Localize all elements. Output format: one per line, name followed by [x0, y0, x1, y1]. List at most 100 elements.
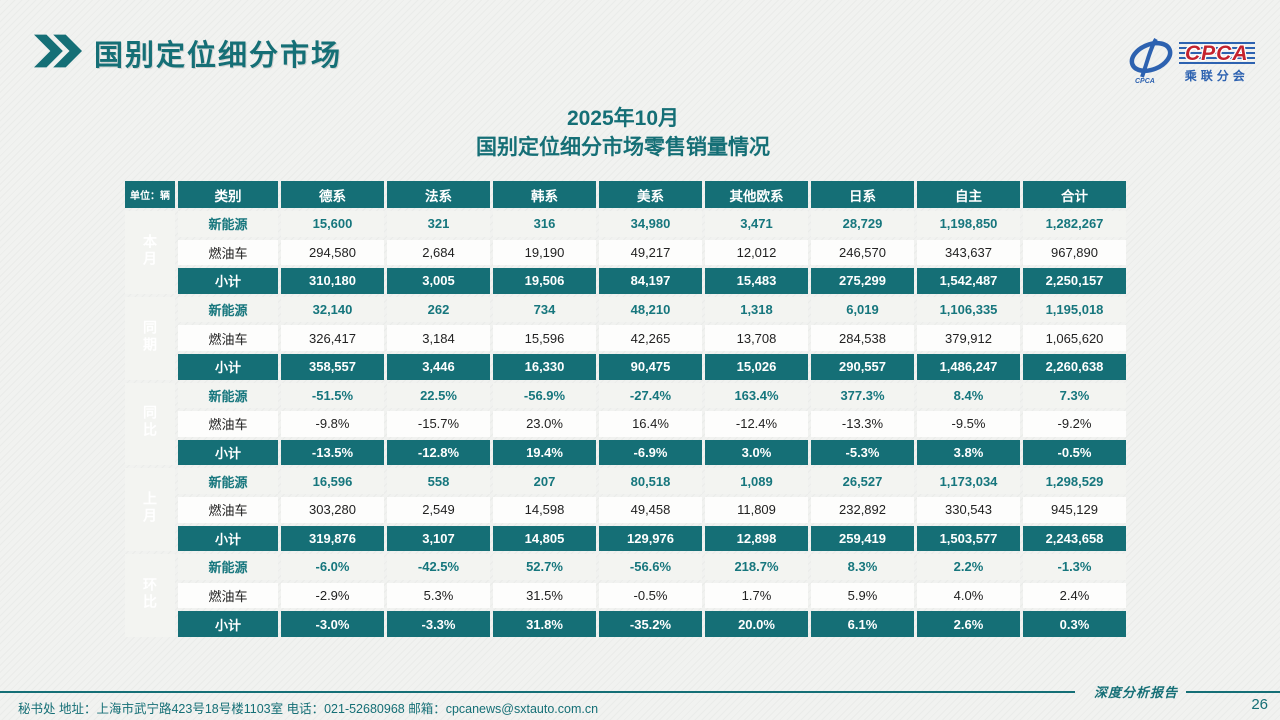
cpca-logo: CPCA CPCA 乘联分会 — [1128, 36, 1255, 89]
table-cell: 8.3% — [811, 554, 914, 580]
table-cell: 207 — [493, 468, 596, 494]
column-header: 日系 — [811, 181, 914, 208]
table-cell: -0.5% — [599, 582, 702, 609]
table-cell: 13,708 — [705, 325, 808, 351]
slide-header: 国别定位细分市场 — [34, 32, 342, 74]
table-cell: 2,684 — [387, 239, 490, 266]
table-row: 环比 新能源 -6.0% -42.5% 52.7% -56.6% 218.7% 8.3% 2.2… — [125, 554, 1126, 637]
row-group-label-cell: 同期 — [125, 296, 175, 380]
table-cell: 310,180 — [281, 268, 384, 294]
table-cell: 3,471 — [705, 211, 808, 237]
table-cell: 1,282,267 — [1023, 211, 1126, 237]
table-cell: 42,265 — [599, 325, 702, 351]
cpca-emblem-icon: CPCA — [1128, 36, 1174, 89]
table-cell: 48,210 — [599, 296, 702, 323]
table-cell: 11,809 — [705, 496, 808, 523]
table-cell: 12,012 — [705, 239, 808, 266]
table-cell: 1,542,487 — [917, 268, 1020, 294]
table-cell: 284,538 — [811, 325, 914, 351]
table-row: 上月 新能源 16,596 558 207 80,518 1,089 26,527 1,173,… — [125, 468, 1126, 552]
double-chevron-icon — [34, 34, 82, 73]
table-cell: 15,026 — [705, 353, 808, 380]
footer-divider-right — [1186, 691, 1280, 693]
category-cell: 小计 — [178, 353, 278, 380]
row-group-label: 环比 — [142, 577, 158, 612]
table-cell: 321 — [387, 211, 490, 237]
table-cell: 1,318 — [705, 296, 808, 323]
table-cell: 343,637 — [917, 239, 1020, 266]
table-cell: 3,005 — [387, 268, 490, 294]
page-title: 国别定位细分市场 — [94, 40, 343, 72]
column-header: 法系 — [387, 181, 490, 208]
row-group-label: 同期 — [142, 319, 158, 354]
table-cell: -9.2% — [1023, 411, 1126, 437]
table-row: 燃油车 -2.9% 5.3% 31.5% -0.5% 1.7% 5.9% 4.0% 2.4% — [125, 582, 1126, 609]
table-cell: -9.5% — [917, 411, 1020, 437]
table-cell: 290,557 — [811, 353, 914, 380]
table-cell: 14,805 — [493, 525, 596, 552]
table-cell: 558 — [387, 468, 490, 494]
column-header: 美系 — [599, 181, 702, 208]
table-cell: 3,107 — [387, 525, 490, 552]
table-row: 燃油车 294,580 2,684 19,190 49,217 12,012 246,570… — [125, 239, 1126, 266]
table-cell: 1.7% — [705, 582, 808, 609]
table-cell: 1,195,018 — [1023, 296, 1126, 323]
sales-table: 单位：辆 类别 德系 法系 韩系 美系 其他欧系 日系 自主 合计 本月 新能源 15,600 321 3… — [122, 178, 1129, 640]
table-cell: 19,190 — [493, 239, 596, 266]
row-group-label-cell: 本月 — [125, 211, 175, 294]
column-header: 韩系 — [493, 181, 596, 208]
column-header: 德系 — [281, 181, 384, 208]
table-cell: -3.3% — [387, 611, 490, 637]
table-cell: -6.0% — [281, 554, 384, 580]
table-cell: 129,976 — [599, 525, 702, 552]
table-row: 小计 -3.0% -3.3% 31.8% -35.2% 20.0% 6.1% 2.6% 0.3% — [125, 611, 1126, 637]
table-cell: 379,912 — [917, 325, 1020, 351]
table-cell: -2.9% — [281, 582, 384, 609]
category-cell: 燃油车 — [178, 496, 278, 523]
table-cell: 49,458 — [599, 496, 702, 523]
cpca-subtext: 乘联分会 — [1184, 68, 1249, 83]
table-cell: 15,596 — [493, 325, 596, 351]
row-group-label-cell: 上月 — [125, 468, 175, 552]
table-cell: 330,543 — [917, 496, 1020, 523]
table-cell: 12,898 — [705, 525, 808, 552]
category-cell: 小计 — [178, 525, 278, 552]
table-cell: 2,549 — [387, 496, 490, 523]
column-header: 自主 — [917, 181, 1020, 208]
table-cell: 34,980 — [599, 211, 702, 237]
table-cell: 294,580 — [281, 239, 384, 266]
table-cell: 31.5% — [493, 582, 596, 609]
table-cell: 1,503,577 — [917, 525, 1020, 552]
page-number: 26 — [1251, 696, 1268, 713]
row-group-label: 上月 — [142, 491, 158, 526]
footer-contact-info: 秘书处 地址：上海市武宁路423号18号楼1103室 电话：021-526809… — [18, 702, 599, 716]
table-cell: 1,486,247 — [917, 353, 1020, 380]
table-cell: 3,184 — [387, 325, 490, 351]
table-cell: 26,527 — [811, 468, 914, 494]
table-cell: 49,217 — [599, 239, 702, 266]
category-cell: 新能源 — [178, 382, 278, 409]
category-cell: 燃油车 — [178, 582, 278, 609]
table-cell: 967,890 — [1023, 239, 1126, 266]
unit-label-cell: 单位：辆 — [125, 181, 175, 208]
table-cell: -51.5% — [281, 382, 384, 409]
table-cell: 303,280 — [281, 496, 384, 523]
table-cell: 14,598 — [493, 496, 596, 523]
table-cell: 8.4% — [917, 382, 1020, 409]
table-cell: 3,446 — [387, 353, 490, 380]
row-group-label-cell: 环比 — [125, 554, 175, 637]
category-cell: 小计 — [178, 611, 278, 637]
subtitle-line1: 2025年10月 — [566, 107, 680, 130]
table-cell: 319,876 — [281, 525, 384, 552]
table-cell: 6.1% — [811, 611, 914, 637]
table-cell: 84,197 — [599, 268, 702, 294]
table-cell: 358,557 — [281, 353, 384, 380]
table-row: 燃油车 -9.8% -15.7% 23.0% 16.4% -12.4% -13.3% -9.5… — [125, 411, 1126, 437]
table-cell: -13.5% — [281, 439, 384, 466]
table-cell: -13.3% — [811, 411, 914, 437]
report-type-label: 深度分析报告 — [1093, 686, 1178, 701]
table-cell: 2,260,638 — [1023, 353, 1126, 380]
footer-divider-left — [0, 691, 1075, 693]
table-cell: 23.0% — [493, 411, 596, 437]
table-cell: -0.5% — [1023, 439, 1126, 466]
